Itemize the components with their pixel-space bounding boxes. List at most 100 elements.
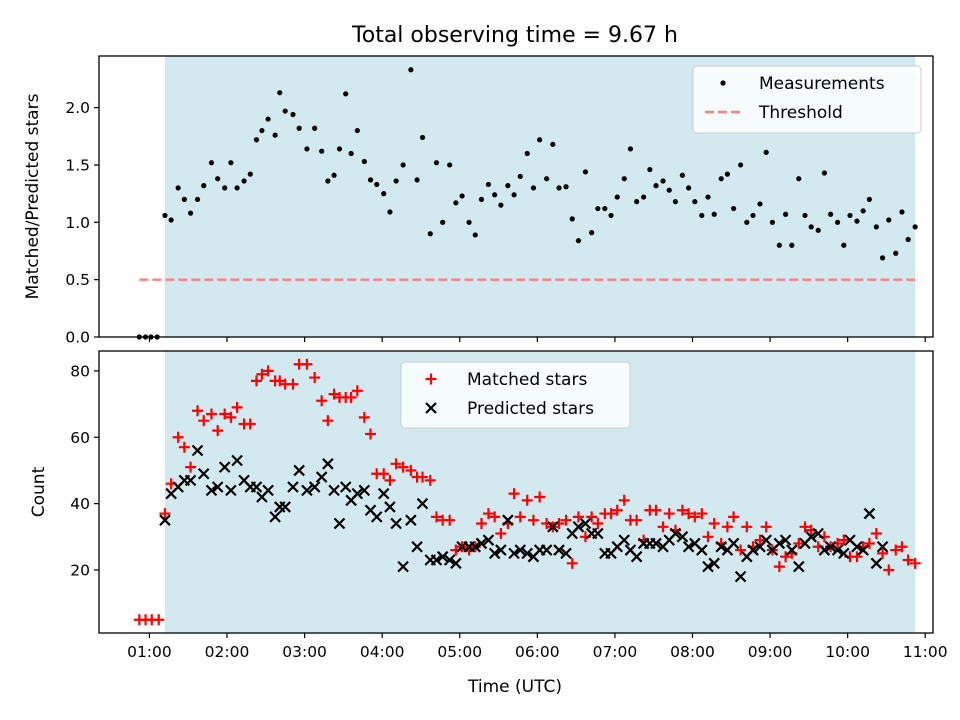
predicted-star-marker [838, 547, 850, 560]
measurement-point [505, 183, 511, 189]
measurement-point [453, 200, 459, 206]
measurement-point [686, 185, 692, 191]
predicted-star-marker [231, 454, 243, 467]
measurement-point [537, 137, 543, 143]
series-1 [160, 446, 889, 583]
measurement-point [272, 132, 278, 138]
matched-star-marker [611, 504, 623, 516]
x-tick-label: 03:00 [282, 643, 327, 661]
measurement-point [679, 172, 686, 178]
y-tick-label: 2.0 [65, 99, 90, 117]
measurement-point [336, 146, 343, 152]
measurement-point [367, 177, 374, 183]
predicted-star-marker [269, 511, 281, 523]
measurement-point [181, 196, 187, 202]
predicted-star-marker [669, 527, 682, 540]
predicted-star-marker [727, 537, 740, 550]
matched-star-marker [205, 408, 217, 420]
matched-star-marker [883, 564, 895, 576]
measurement-point [647, 166, 653, 173]
matched-star-marker [631, 514, 643, 526]
predicted-star-marker [322, 458, 334, 470]
predicted-star-marker [786, 544, 798, 556]
measurement-point [841, 242, 847, 248]
measurement-point [866, 196, 872, 202]
predicted-star-marker [793, 560, 805, 573]
x-tick-label: 05:00 [437, 643, 482, 661]
measurement-point [563, 184, 569, 190]
predicted-star-marker [851, 540, 863, 553]
measurement-point [718, 176, 724, 182]
measurement-point [731, 205, 737, 212]
measurement-point [530, 185, 537, 191]
predicted-star-marker [857, 544, 869, 556]
ratio-panel: 0.0 0.5 1.0 1.5 2.0 Matched/Predicted stars Me… [23, 55, 934, 347]
predicted-star-marker [328, 484, 340, 497]
measurement-point [815, 227, 821, 233]
matched-star-marker [384, 474, 396, 486]
predicted-star-marker [475, 537, 488, 550]
predicted-star-marker [184, 474, 197, 487]
predicted-star-marker [397, 560, 409, 573]
predicted-star-marker [521, 547, 534, 560]
measurement-point [277, 90, 283, 96]
y-tick-label: 60 [70, 429, 90, 447]
predicted-star-marker [488, 547, 501, 560]
matched-star-marker [316, 395, 328, 407]
predicted-star-marker [715, 540, 727, 553]
predicted-star-marker [450, 557, 462, 570]
measurement-point [259, 127, 265, 134]
measurement-point [802, 212, 808, 219]
measurement-point [253, 137, 260, 143]
measurement-point [744, 219, 750, 225]
matched-star-marker [650, 504, 662, 516]
matched-star-marker [495, 527, 507, 539]
matched-star-marker [708, 518, 720, 530]
measurement-point [634, 199, 640, 205]
x-tick-label: 10:00 [825, 643, 870, 661]
matched-star-marker [262, 365, 274, 377]
measurement-point [705, 194, 711, 200]
matched-star-marker [397, 461, 409, 473]
x-tick-label: 08:00 [670, 643, 715, 661]
measurement-point [893, 250, 899, 256]
measurement-point [387, 209, 393, 215]
predicted-star-marker [293, 464, 305, 477]
predicted-star-marker [805, 531, 817, 543]
matched-star-marker [378, 468, 390, 480]
predicted-star-marker [773, 537, 786, 550]
matched-star-marker [721, 521, 733, 533]
measurement-point [827, 211, 834, 217]
measurement-point [234, 185, 240, 191]
measurement-point [459, 193, 465, 199]
matched-star-marker [760, 521, 772, 533]
matched-star-marker [225, 411, 237, 423]
measurement-point [511, 192, 517, 198]
predicted-star-marker [708, 557, 720, 570]
measurement-point [886, 217, 892, 223]
measurement-point [408, 67, 414, 73]
predicted-star-marker [514, 544, 527, 556]
y-tick-label: 80 [70, 362, 90, 380]
predicted-star-marker [592, 527, 604, 540]
predicted-star-marker [279, 501, 291, 513]
matched-star-marker [902, 554, 914, 566]
y-tick-label: 1.5 [65, 156, 90, 174]
matched-star-marker [754, 534, 766, 546]
x-tick-label: 06:00 [515, 643, 560, 661]
measurement-point [569, 216, 575, 222]
axes-frame [98, 55, 934, 338]
measurement-point [614, 194, 620, 200]
predicted-star-marker [650, 537, 662, 550]
measurement-point [393, 178, 399, 184]
measurement-point [769, 219, 776, 225]
measurement-point [265, 116, 271, 122]
predicted-star-marker [818, 544, 831, 556]
matched-star-marker [863, 537, 875, 549]
matched-star-marker [192, 405, 204, 417]
measurement-point [692, 199, 698, 205]
predicted-star-marker [384, 501, 396, 513]
measurement-point [757, 201, 763, 207]
matched-star-marker [683, 508, 695, 520]
measurement-point [343, 91, 349, 97]
